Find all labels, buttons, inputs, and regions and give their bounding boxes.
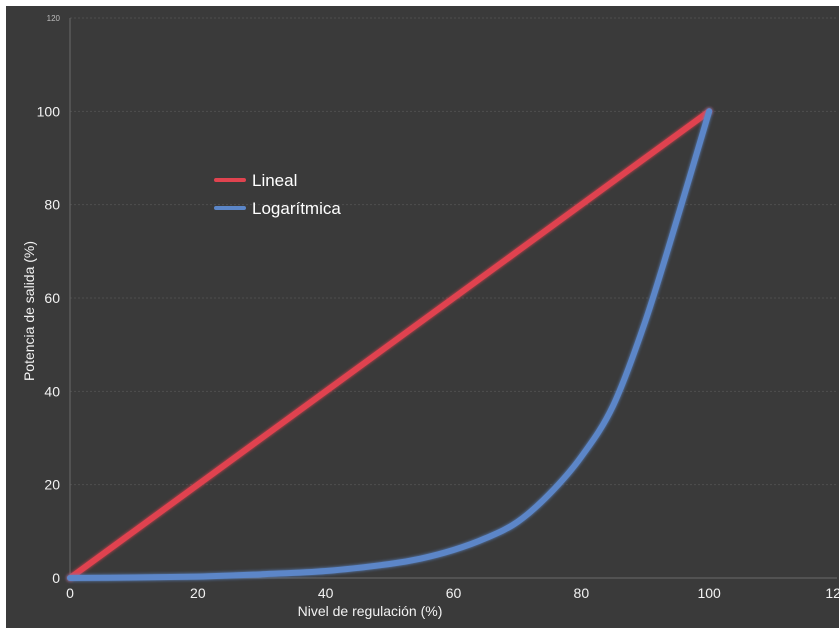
x-tick-label: 0 [66,585,74,601]
series-line-lineal [67,108,713,581]
y-tick-label: 120 [47,14,61,23]
y-tick-label: 20 [44,477,60,493]
legend: Lineal Logarítmica [214,171,341,218]
series-lines [67,108,713,581]
gridlines [70,17,837,486]
axes: 0 20 40 60 80 100 120 0 20 40 60 80 100 120 [37,14,839,601]
chart-area: 0 20 40 60 80 100 120 0 20 40 60 80 100 120 Lineal Log… [6,6,839,628]
x-tick-label: 40 [318,585,334,601]
legend-label-lineal: Lineal [252,171,297,190]
y-tick-label: 80 [44,197,60,213]
y-tick-label: 40 [44,383,60,399]
x-tick-label: 100 [697,585,721,601]
legend-label-logaritmica: Logarítmica [252,199,341,218]
x-tick-label: 20 [190,585,206,601]
x-tick-label: 60 [446,585,462,601]
y-axis-title: Potencia de salida (%) [21,241,37,381]
x-axis-title: Nivel de regulación (%) [298,603,443,619]
y-tick-label: 0 [52,570,60,586]
y-tick-label: 100 [37,103,61,119]
line-chart: 0 20 40 60 80 100 120 0 20 40 60 80 100 120 Lineal Log… [21,14,839,619]
x-tick-label: 120 [825,585,839,601]
x-tick-label: 80 [574,585,590,601]
y-tick-label: 60 [44,290,60,306]
series-line-logaritmica [67,108,713,581]
